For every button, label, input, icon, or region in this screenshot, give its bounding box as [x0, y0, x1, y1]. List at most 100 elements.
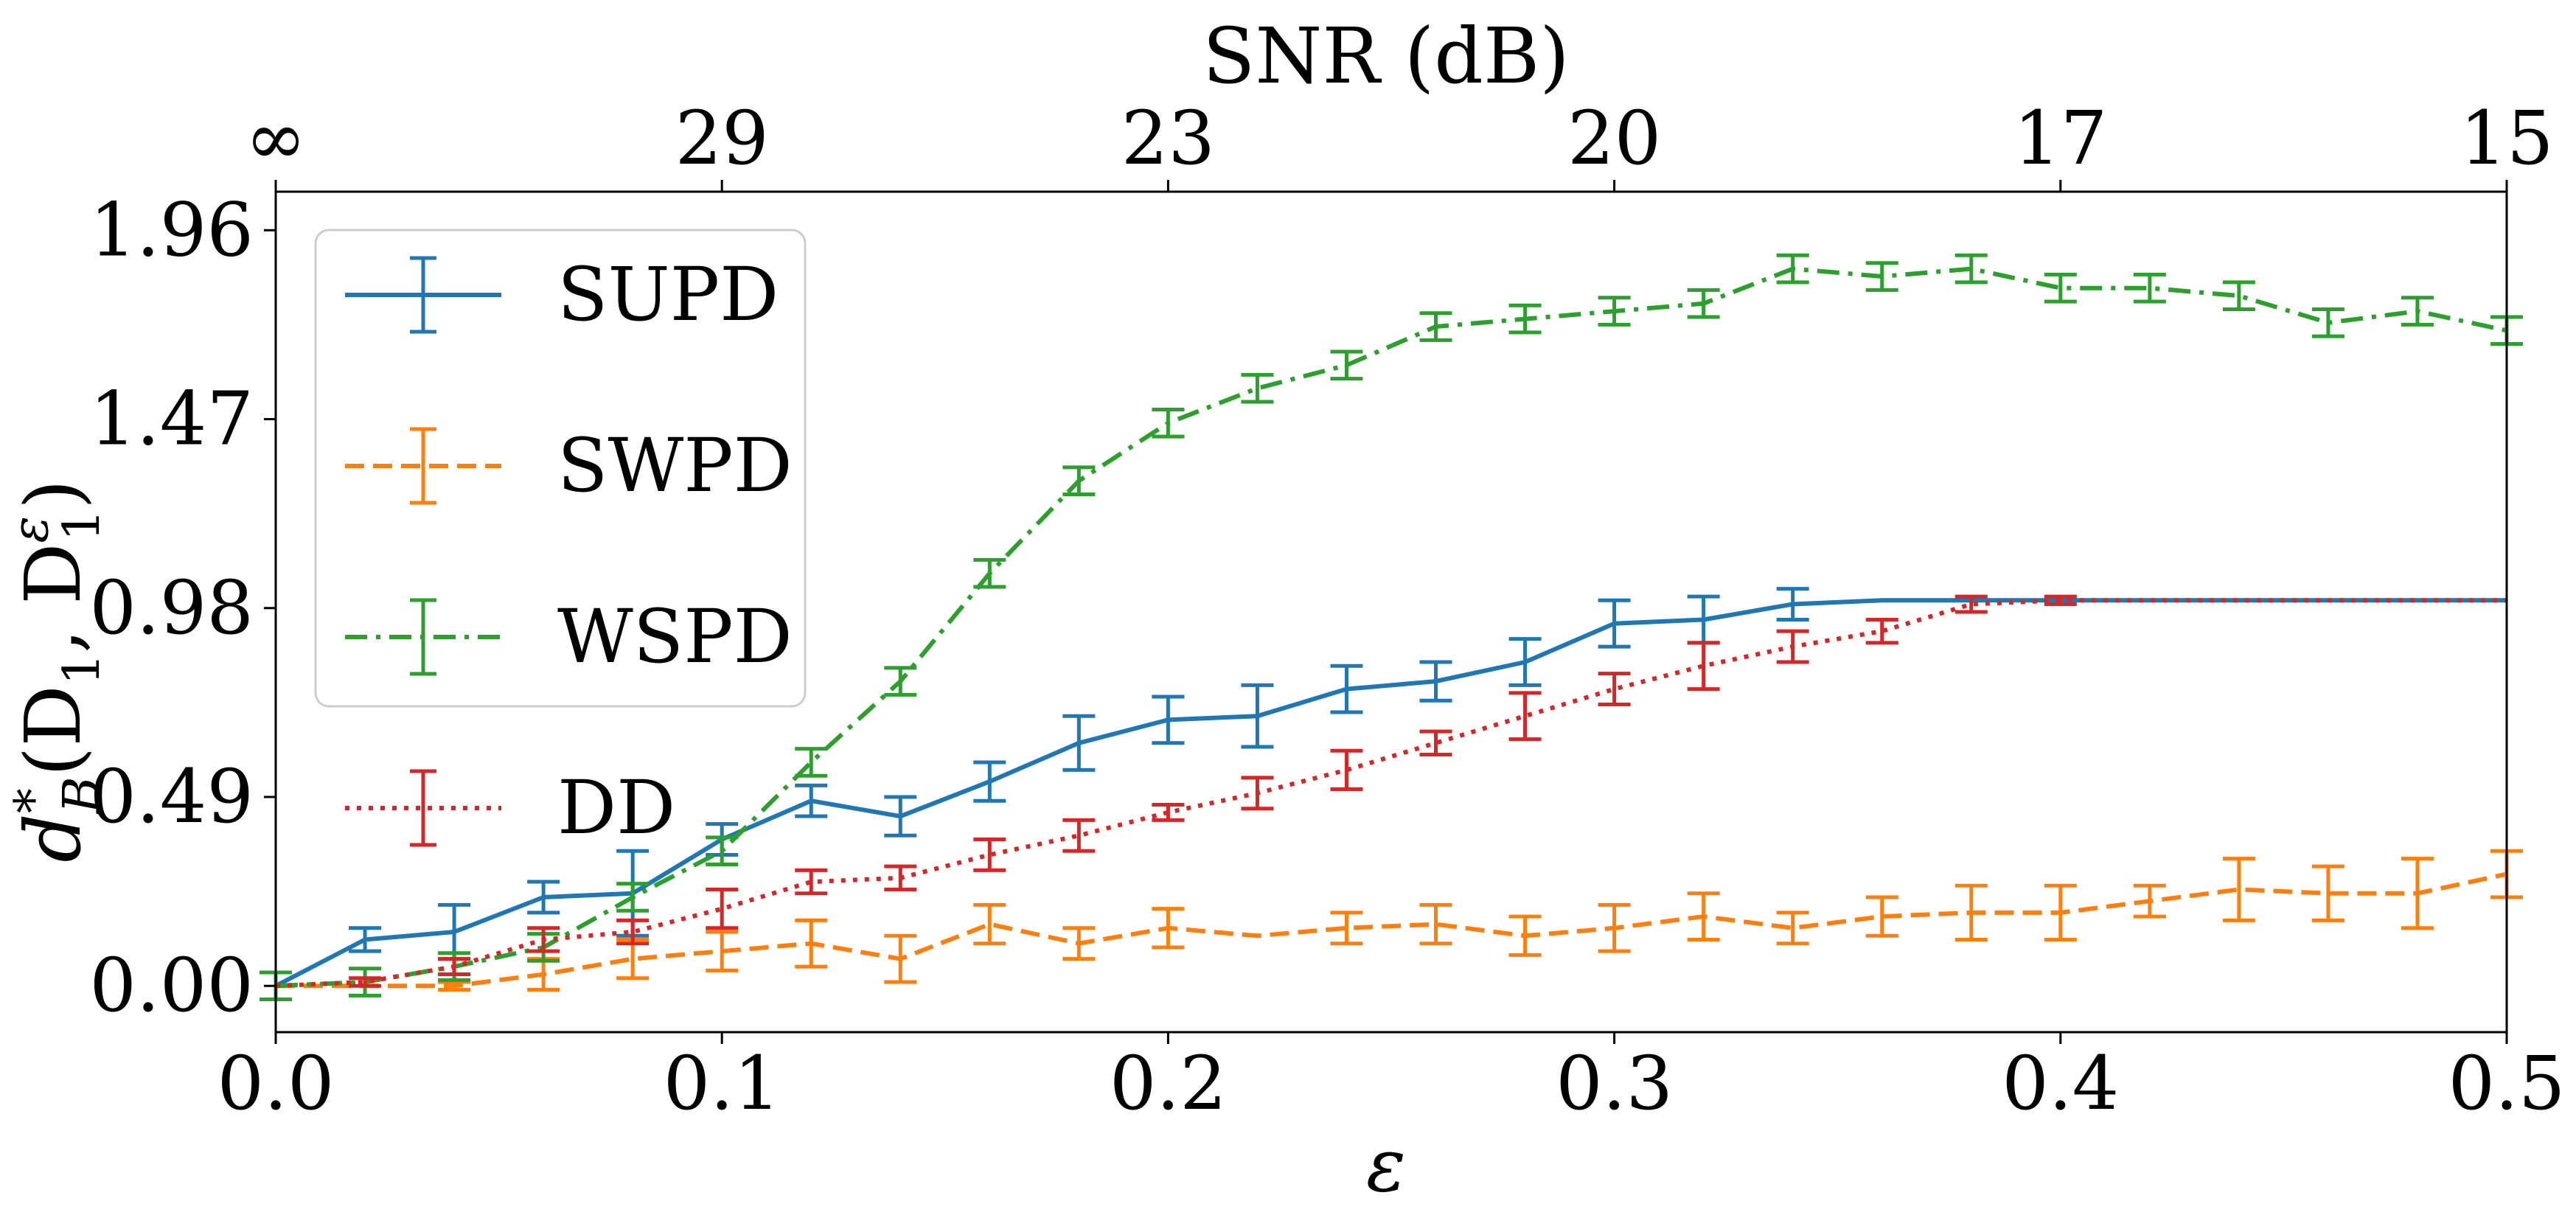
error-bar-supd	[973, 760, 1006, 803]
error-bar-wspd	[973, 557, 1006, 589]
series-line-dd	[275, 598, 2507, 989]
error-bar-wspd	[1508, 303, 1542, 335]
error-bar-supd	[1508, 637, 1542, 687]
top-tick-label: 23	[1121, 95, 1215, 181]
error-bar-wspd	[2222, 280, 2255, 311]
top-axis-title: SNR (dB)	[1202, 11, 1570, 101]
error-bar-wspd	[1598, 296, 1631, 327]
error-bar-dd	[1954, 594, 1988, 614]
error-bar-wspd	[2133, 272, 2166, 304]
error-bar-dd	[2044, 594, 2077, 607]
y-axis-title-arg1-sub: 1	[53, 653, 111, 685]
error-bar-dd	[706, 888, 739, 930]
error-bar-dd	[1330, 748, 1363, 792]
error-bar-wspd	[884, 666, 917, 697]
chart-axes: 0.0 0.1 0.2 0.3 0.4 0.5 ∞ 29 23 20 17 15 0.00 0.49 0.9…	[89, 95, 2565, 1127]
error-bar-swpd	[1062, 926, 1096, 961]
error-bar-dd	[616, 918, 650, 946]
error-bar-swpd	[884, 933, 917, 984]
series-line-wspd	[275, 266, 2507, 989]
error-bar-swpd	[2133, 883, 2166, 919]
error-bar-wspd	[1776, 253, 1809, 285]
y-axis-title-sub: B	[53, 776, 111, 815]
error-bar-wspd	[2401, 296, 2434, 327]
y-tick-label: 0.98	[89, 565, 254, 651]
y-axis-title-arg2-sub: 1	[53, 509, 111, 541]
y-tick-label: 1.96	[89, 187, 254, 273]
error-bar-wspd	[795, 747, 828, 778]
top-tick-label: 15	[2460, 95, 2553, 181]
error-bar-supd	[1419, 660, 1452, 703]
legend: SUPD SWPD WSPD DD	[314, 229, 807, 851]
error-bar-swpd	[1598, 902, 1631, 953]
top-tick-label: 17	[2013, 95, 2107, 181]
error-bar-dd	[1419, 729, 1452, 756]
legend-label: SWPD	[557, 422, 793, 509]
error-bar-swpd	[1330, 911, 1363, 946]
legend-item-swpd: SWPD	[345, 422, 793, 509]
error-bar-wspd	[1241, 372, 1274, 404]
error-bar-dd	[973, 838, 1006, 872]
y-axis-title-main: d	[8, 813, 98, 863]
error-bar-swpd	[2044, 883, 2077, 941]
x-tick-label: 0.2	[1110, 1040, 1227, 1127]
error-bar-dd	[1152, 802, 1185, 822]
x-tick-label: 0.0	[217, 1040, 334, 1127]
error-bar-swpd	[795, 918, 828, 969]
x-tick-label: 0.4	[2002, 1040, 2119, 1127]
legend-label: WSPD	[557, 593, 793, 680]
legend-frame	[314, 229, 807, 708]
error-bar-dd	[1062, 818, 1096, 853]
error-bar-swpd	[2401, 857, 2434, 930]
x-tick-label: 0.1	[664, 1040, 781, 1127]
y-axis-title-close: )	[8, 479, 98, 509]
error-bar-supd	[795, 783, 828, 818]
error-bar-wspd	[706, 835, 739, 867]
plot-frame	[274, 190, 2508, 1034]
error-bar-swpd	[1776, 911, 1809, 946]
legend-item-supd: SUPD	[345, 251, 779, 338]
error-bar-wspd	[616, 882, 650, 913]
y-axis-title-comma: , D	[8, 543, 98, 654]
x-tick-label: 0.5	[2448, 1040, 2565, 1127]
error-bar-supd	[1598, 598, 1631, 649]
error-bar-dd	[884, 864, 917, 892]
x-tick-label: 0.3	[1556, 1040, 1673, 1127]
series-line-swpd	[276, 871, 2507, 989]
legend-item-dd: DD	[345, 765, 675, 851]
error-bar-dd	[1598, 672, 1631, 707]
error-bar-dd	[1241, 776, 1274, 811]
error-bar-dd	[1687, 641, 1720, 692]
error-bar-wspd	[1687, 288, 1720, 319]
error-bar-swpd	[1687, 891, 1720, 941]
y-axis-title-sup: *	[4, 788, 63, 813]
error-bar-dd	[527, 926, 560, 953]
error-bar-swpd	[2222, 857, 2255, 922]
error-bar-dd	[1865, 617, 1898, 645]
y-axis-title: d*B(D1, Dε1)	[1, 479, 111, 863]
y-axis-title-args: (D	[8, 685, 98, 776]
top-tick-label: 29	[675, 95, 769, 181]
legend-items: SUPD SWPD WSPD DD	[345, 251, 793, 851]
error-bar-swpd	[1508, 914, 1542, 957]
error-bar-wspd	[1865, 261, 1898, 292]
error-bar-swpd	[1419, 902, 1452, 946]
error-bar-dd	[795, 868, 828, 896]
error-bar-supd	[1062, 714, 1096, 772]
error-bar-supd	[527, 880, 560, 915]
top-tick-label: ∞	[245, 95, 306, 181]
error-bar-supd	[1776, 587, 1809, 622]
legend-item-wspd: WSPD	[345, 593, 793, 680]
error-bar-swpd	[1152, 907, 1185, 950]
error-bar-wspd	[1330, 349, 1363, 381]
error-bar-wspd	[2044, 272, 2077, 304]
error-bar-swpd	[1954, 883, 1988, 941]
error-bar-dd	[438, 957, 471, 977]
error-bar-supd	[1241, 683, 1274, 749]
error-bar-swpd	[973, 902, 1006, 946]
error-bar-swpd	[438, 980, 471, 992]
y-axis-title-arg2-sup: ε	[1, 516, 60, 543]
error-bar-wspd	[2311, 307, 2344, 338]
error-bar-dd	[1508, 691, 1542, 742]
